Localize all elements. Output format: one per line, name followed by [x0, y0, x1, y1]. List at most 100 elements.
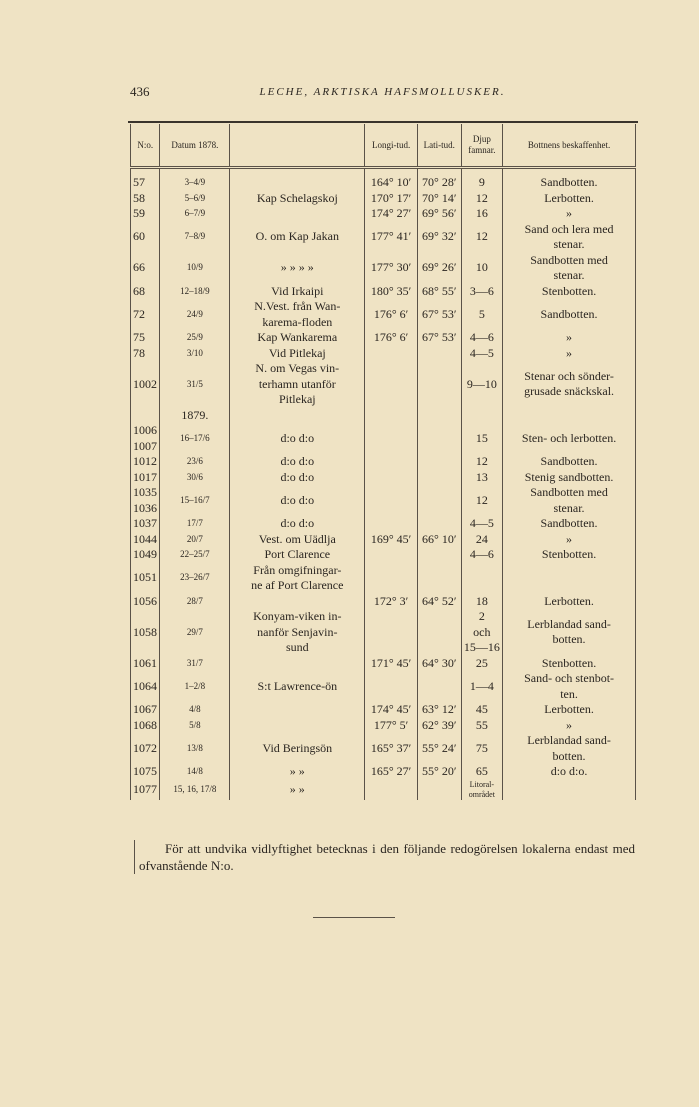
longitude-cell: 177° 30′ [364, 252, 418, 284]
locality-cell: d:o d:o [229, 469, 365, 485]
longitude-cell: 172° 3′ [364, 593, 418, 609]
cell-line: 13 [475, 469, 488, 484]
longitude-cell [364, 485, 418, 516]
cell-line: d:o d:o [280, 516, 315, 530]
cell-line: Stenar och sönder- [524, 368, 614, 383]
bottom-type-cell [502, 779, 636, 800]
longitude-cell: 177° 5′ [364, 717, 418, 733]
locality-cell [229, 702, 365, 718]
cell-line: 1051 [133, 570, 157, 585]
station-number: 1012 [129, 454, 160, 470]
station-number: 1058 [129, 609, 160, 656]
cell-line: 12 [475, 190, 488, 205]
locality-cell: Konyam-viken in-nanför Senjavin-sund [229, 609, 365, 656]
locality-cell: » » [229, 764, 365, 780]
depth-cell: Litoral-området [460, 779, 503, 800]
latitude-cell [416, 609, 462, 656]
station-number: 1068 [129, 717, 160, 733]
bottom-type-cell: Sandbotten. [502, 299, 636, 330]
bottom-type-cell: Lerblandad sand-botten. [502, 733, 636, 764]
longitude-cell: 164° 10′ [364, 167, 418, 191]
depth-cell: 13 [460, 469, 503, 485]
longitude-cell [364, 609, 418, 656]
cell-line: N. om Vegas vin- [255, 361, 340, 375]
locality-cell: d:o d:o [229, 516, 365, 532]
latitude-cell [416, 407, 462, 423]
date-cell: 7–8/9 [159, 221, 230, 253]
latitude-cell: 67° 53′ [416, 299, 462, 330]
station-number: 1072 [129, 733, 160, 764]
cell-line: 5 [478, 306, 485, 321]
cell-line: d:o d:o [280, 454, 315, 468]
cell-line: 1007 [133, 438, 157, 453]
locality-cell [229, 593, 365, 609]
cell-line: 24 [475, 531, 488, 546]
cell-line: Port Clarence [264, 547, 331, 561]
station-number: 1067 [129, 702, 160, 718]
bottom-type-cell: Stenbotten. [502, 283, 636, 299]
depth-cell [460, 562, 503, 594]
station-number: 68 [129, 283, 160, 299]
date-cell: 25/9 [159, 330, 230, 346]
cell-line: Stenbotten. [541, 547, 597, 561]
top-rule [128, 121, 638, 123]
cell-line: området [468, 789, 495, 799]
depth-cell: 12 [460, 485, 503, 516]
table-row: 1051 23–26/7 Från omgifningar-ne af Port C… [129, 562, 636, 594]
depth-cell: 65 [460, 764, 503, 780]
cell-line: karema-floden [262, 314, 333, 329]
latitude-cell [416, 345, 462, 361]
cell-line: Vid Beringsön [262, 740, 333, 755]
table-row: 1044 20/7 Vest. om Uädlja 169° 45′ 66° 10′ 24… [129, 531, 636, 547]
longitude-cell [364, 671, 418, 702]
latitude-cell [416, 361, 462, 408]
station-number: 1051 [129, 562, 160, 594]
latitude-cell: 69° 32′ [416, 221, 462, 253]
cell-line: 65 [475, 764, 488, 778]
cell-line: 57 [133, 175, 145, 189]
column-header: Datum 1878. [159, 124, 230, 169]
latitude-cell: 69° 56′ [416, 206, 462, 222]
cell-line: Sten- och lerbotten. [521, 430, 617, 445]
date-cell: 5–6/9 [159, 190, 230, 206]
cell-line: 1044 [133, 531, 157, 546]
cell-line: 55 [475, 717, 488, 732]
cell-line: d:o d:o. [550, 764, 588, 778]
bottom-type-cell: Lerbotten. [502, 702, 636, 718]
longitude-cell [364, 454, 418, 470]
cell-line: Stenbotten. [541, 283, 597, 298]
latitude-cell [416, 469, 462, 485]
longitude-cell [364, 345, 418, 361]
date-cell: 23/6 [159, 454, 230, 470]
table-row: 1058 29/7 Konyam-viken in-nanför Senjavin-… [129, 609, 636, 656]
cell-line: stenar. [553, 268, 585, 282]
footnote-paragraph: För att undvika vidlyftighet betecknas i… [134, 840, 635, 874]
cell-line: 75 [133, 330, 145, 344]
cell-line: Stenbotten. [541, 655, 597, 670]
cell-line: 12 [475, 492, 488, 507]
cell-line: 1077 [133, 781, 157, 796]
latitude-cell [416, 671, 462, 702]
locality-cell: N. om Vegas vin-terhamn utanför Pitlekaj [229, 361, 365, 408]
date-cell: 3/10 [159, 345, 230, 361]
cell-line: d:o d:o [280, 469, 315, 484]
cell-line: 1002 [133, 376, 157, 391]
column-header: Djup famnar. [460, 124, 503, 169]
cell-line: » [566, 206, 573, 220]
bottom-type-cell: Sand- och stenbot-ten. [502, 671, 636, 702]
table-row: 72 24/9 N.Vest. från Wan-karema-floden 176°… [129, 299, 636, 330]
table-row: 1077 15, 16, 17/8 » » Litoral-området [129, 779, 636, 800]
longitude-cell: 170° 17′ [364, 190, 418, 206]
bottom-type-cell: Sandbotten. [502, 516, 636, 532]
longitude-cell [364, 779, 418, 800]
cell-line: stenar. [553, 500, 585, 515]
depth-cell: 9 [460, 167, 503, 191]
date-cell: 28/7 [159, 593, 230, 609]
running-title: LECHE, ARKTISKA HAFSMOLLUSKER. [259, 86, 506, 98]
cell-line: 1049 [133, 547, 157, 561]
date-cell: 1879. [159, 407, 230, 423]
longitude-cell: 176° 6′ [364, 330, 418, 346]
depth-cell: 4—5 [460, 345, 503, 361]
date-cell: 17/7 [159, 516, 230, 532]
latitude-cell: 64° 30′ [416, 655, 462, 671]
